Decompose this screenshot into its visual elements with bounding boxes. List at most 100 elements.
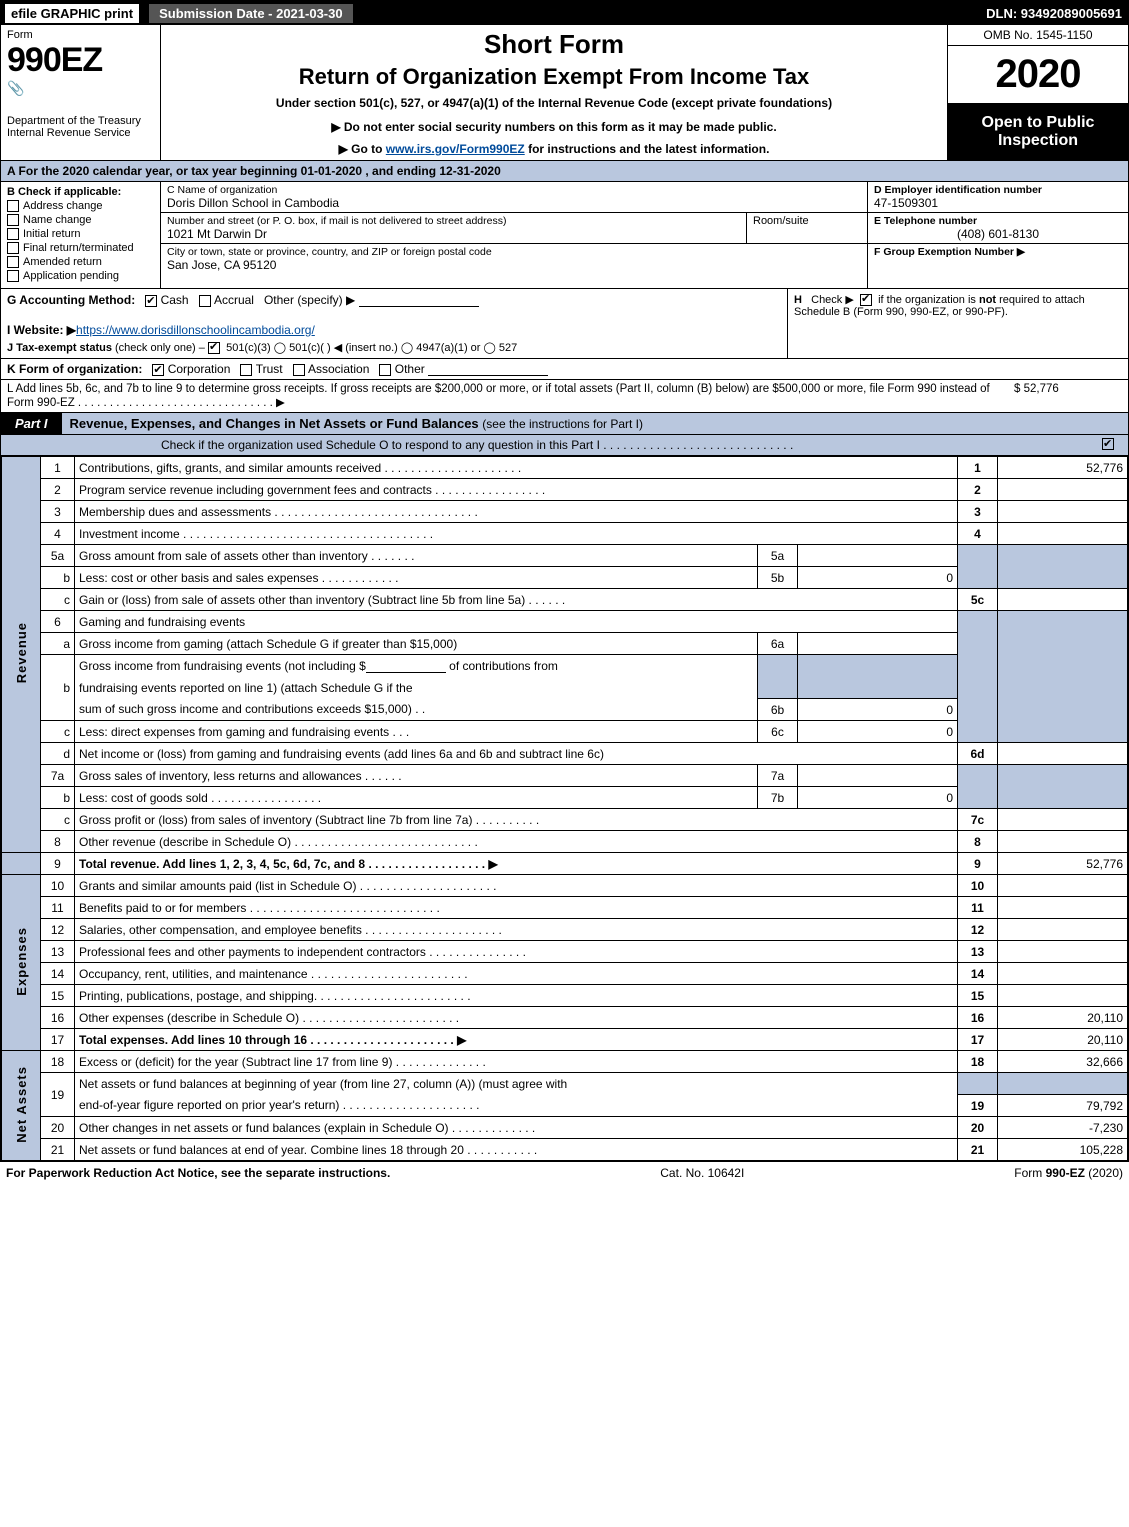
goto-post: for instructions and the latest informat… [525, 142, 770, 156]
other-specify-field[interactable] [359, 293, 479, 307]
result-val: 52,776 [998, 457, 1128, 479]
line-1: Revenue 1 Contributions, gifts, grants, … [2, 457, 1128, 479]
chk-application-pending[interactable]: Application pending [7, 270, 154, 282]
result-no: 4 [958, 523, 998, 545]
chk-final-return[interactable]: Final return/terminated [7, 242, 154, 254]
result-no-grey [958, 545, 998, 589]
j-opts: 501(c)(3) ◯ 501(c)( ) ◀ (insert no.) ◯ 4… [226, 342, 517, 354]
line-desc: Less: cost of goods sold . . . . . . . .… [75, 787, 758, 809]
footer-cat-no: Cat. No. 10642I [660, 1166, 744, 1180]
ssn-warning: ▶ Do not enter social security numbers o… [169, 120, 939, 134]
line-7c: c Gross profit or (loss) from sales of i… [2, 809, 1128, 831]
footer-form-num: 990-EZ [1046, 1166, 1085, 1180]
line-no: 4 [41, 523, 75, 545]
result-no: 14 [958, 963, 998, 985]
chk-label: Final return/terminated [23, 242, 134, 254]
chk-trust[interactable] [240, 364, 252, 376]
result-no: 8 [958, 831, 998, 853]
col-b-label: B Check if applicable: [7, 186, 154, 198]
under-section: Under section 501(c), 527, or 4947(a)(1)… [169, 96, 939, 110]
result-val [998, 523, 1128, 545]
row-l-value: $ 52,776 [1008, 380, 1128, 412]
line-no: 7a [41, 765, 75, 787]
sub-no: 7b [758, 787, 798, 809]
chk-association[interactable] [293, 364, 305, 376]
chk-cash[interactable] [145, 295, 157, 307]
result-no-grey [958, 1073, 998, 1095]
department-label: Department of the Treasury [7, 115, 154, 127]
contrib-amount-field[interactable] [366, 659, 446, 673]
part-subtitle: (see the instructions for Part I) [482, 417, 643, 431]
result-val: 79,792 [998, 1095, 1128, 1117]
chk-address-change[interactable]: Address change [7, 200, 154, 212]
website-link[interactable]: https://www.dorisdillonschoolincambodia.… [76, 323, 315, 337]
line-no: 9 [41, 853, 75, 875]
website-label: I Website: ▶ [7, 323, 76, 337]
result-val: 52,776 [998, 853, 1128, 875]
street-value: 1021 Mt Darwin Dr [167, 227, 740, 241]
ein-label: D Employer identification number [874, 184, 1122, 196]
line-no: 6 [41, 611, 75, 633]
chk-accrual[interactable] [199, 295, 211, 307]
chk-amended-return[interactable]: Amended return [7, 256, 154, 268]
sub-val [798, 545, 958, 567]
check-o-text: Check if the organization used Schedule … [161, 438, 1102, 452]
result-no: 17 [958, 1029, 998, 1051]
k-label: K Form of organization: [7, 362, 142, 376]
line-desc: Membership dues and assessments . . . . … [75, 501, 958, 523]
h-not: not [979, 294, 996, 306]
result-no: 7c [958, 809, 998, 831]
line-12: 12Salaries, other compensation, and empl… [2, 919, 1128, 941]
line-no: 10 [41, 875, 75, 897]
part-i-table: Revenue 1 Contributions, gifts, grants, … [1, 456, 1128, 1161]
checkbox-icon [7, 214, 19, 226]
other-label: Other (specify) ▶ [264, 293, 355, 307]
org-name-cell: C Name of organization Doris Dillon Scho… [161, 182, 867, 213]
line-21: 21Net assets or fund balances at end of … [2, 1139, 1128, 1161]
h-text2: if the organization is [878, 294, 979, 306]
h-side: H Check ▶ if the organization is not req… [788, 289, 1128, 358]
line-9: 9 Total revenue. Add lines 1, 2, 3, 4, 5… [2, 853, 1128, 875]
result-val: 20,110 [998, 1007, 1128, 1029]
city-value: San Jose, CA 95120 [167, 258, 861, 272]
telephone-value: (408) 601-8130 [874, 227, 1122, 241]
sub-val: 0 [798, 787, 958, 809]
checkbox-icon [7, 200, 19, 212]
footer-right: Form 990-EZ (2020) [1014, 1166, 1123, 1180]
line-5a: 5a Gross amount from sale of assets othe… [2, 545, 1128, 567]
submission-date: Submission Date - 2021-03-30 [149, 4, 353, 23]
line-desc: Net assets or fund balances at beginning… [75, 1073, 958, 1095]
chk-schedule-b[interactable] [860, 294, 872, 306]
result-no: 15 [958, 985, 998, 1007]
line-no: b [41, 787, 75, 809]
k-trust: Trust [256, 362, 283, 376]
result-no: 2 [958, 479, 998, 501]
chk-schedule-o[interactable] [1102, 438, 1114, 450]
j-note: (check only one) – [115, 342, 208, 354]
chk-other[interactable] [379, 364, 391, 376]
line-6: 6 Gaming and fundraising events [2, 611, 1128, 633]
goto-link[interactable]: www.irs.gov/Form990EZ [386, 142, 525, 156]
chk-initial-return[interactable]: Initial return [7, 228, 154, 240]
chk-501c3[interactable] [208, 342, 220, 354]
chk-label: Amended return [23, 256, 102, 268]
line-desc: Printing, publications, postage, and shi… [75, 985, 958, 1007]
ein-cell: D Employer identification number 47-1509… [868, 182, 1128, 213]
line-desc: Occupancy, rent, utilities, and maintena… [75, 963, 958, 985]
sub-val-grey [798, 655, 958, 699]
chk-name-change[interactable]: Name change [7, 214, 154, 226]
top-bar: efile GRAPHIC print Submission Date - 20… [1, 1, 1128, 25]
line-no: 19 [41, 1073, 75, 1117]
form-header: Form 990EZ 📎 Department of the Treasury … [1, 25, 1128, 161]
chk-corporation[interactable] [152, 364, 164, 376]
result-val [998, 963, 1128, 985]
other-org-field[interactable] [428, 362, 548, 376]
line-desc: fundraising events reported on line 1) (… [75, 677, 758, 699]
result-no: 10 [958, 875, 998, 897]
sub-no: 6c [758, 721, 798, 743]
room-suite-cell: Room/suite [747, 213, 867, 243]
row-k: K Form of organization: Corporation Trus… [1, 359, 1128, 380]
result-no: 3 [958, 501, 998, 523]
city-label: City or town, state or province, country… [167, 246, 861, 258]
net-assets-section-label: Net Assets [2, 1051, 41, 1161]
